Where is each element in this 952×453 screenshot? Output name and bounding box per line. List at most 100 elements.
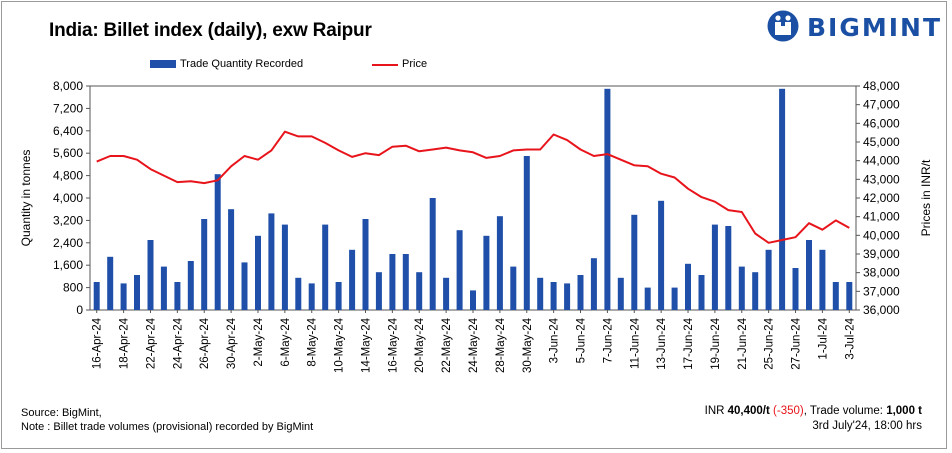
right-tick-label: 37,000 — [863, 284, 900, 298]
bar — [738, 266, 745, 310]
x-tick-label: 26-Apr-24 — [199, 317, 211, 369]
bar — [806, 240, 812, 310]
left-tick-label: 6,400 — [53, 124, 83, 138]
logo-text: BIGMINT — [807, 13, 943, 42]
bar — [577, 275, 584, 310]
x-tick-label: 22-Apr-24 — [145, 317, 157, 369]
x-tick-label: 11-Jun-24 — [629, 317, 641, 369]
x-tick-label: 8-May-24 — [307, 317, 319, 366]
x-tick-label: 28-May-24 — [495, 317, 507, 373]
chart-title: India: Billet index (daily), exw Raipur — [49, 20, 372, 41]
right-tick-label: 43,000 — [863, 172, 900, 186]
bar — [671, 287, 678, 310]
x-tick-label: 24-Apr-24 — [172, 317, 184, 369]
bar — [134, 275, 140, 310]
right-axis-label: Prices in INR/t — [919, 159, 933, 236]
x-tick-label: 14-May-24 — [360, 317, 372, 373]
left-axis-label: Quantity in tonnes — [19, 150, 33, 247]
bar — [846, 282, 853, 310]
x-tick-label: 2-May-24 — [253, 317, 265, 366]
right-tick-label: 44,000 — [863, 154, 900, 168]
bar — [228, 209, 235, 310]
right-tick-label: 45,000 — [863, 135, 900, 149]
right-tick-label: 46,000 — [863, 116, 900, 130]
bar — [147, 240, 154, 310]
right-tick-label: 48,000 — [863, 79, 900, 93]
volume-prefix: , Trade volume: — [803, 405, 883, 417]
price-line — [96, 130, 850, 244]
bar — [752, 272, 759, 310]
x-tick-label: 3-Jul-24 — [844, 317, 856, 359]
bar — [456, 230, 463, 310]
bar — [658, 200, 665, 310]
bar — [160, 266, 167, 310]
bar — [174, 282, 181, 310]
bar — [590, 258, 597, 310]
bar — [510, 266, 517, 310]
left-tick-label: 8,000 — [53, 79, 83, 93]
x-tick-label: 20-May-24 — [414, 317, 426, 373]
bar — [765, 249, 772, 310]
bar — [725, 226, 732, 310]
bar — [107, 256, 114, 310]
bar — [698, 275, 705, 310]
bar — [470, 290, 476, 310]
right-axis: 36,000 37,000 38,000 39,000 40,000 41,000 42,0… — [856, 79, 900, 317]
bar-series — [93, 88, 853, 310]
footer-notes: Source: BigMint, Note : Billet trade vol… — [21, 406, 313, 434]
legend-label-price: Price — [402, 58, 428, 70]
bigmint-logo: BIGMINT — [766, 9, 940, 43]
bar — [564, 283, 571, 310]
x-tick-label: 16-May-24 — [387, 317, 399, 373]
legend-label-quantity: Trade Quantity Recorded — [180, 58, 304, 70]
bar — [819, 249, 826, 310]
bar — [779, 88, 786, 310]
left-tick-label: 4,800 — [53, 169, 83, 183]
x-tick-label: 27-Jun-24 — [791, 317, 803, 369]
bar — [644, 287, 651, 310]
bar — [120, 283, 127, 310]
bar — [93, 282, 100, 310]
bar — [832, 282, 839, 310]
bar — [443, 277, 450, 310]
price-summary-line: INR 40,400/t (-350), Trade volume: 1,000… — [705, 404, 922, 419]
bar — [523, 156, 530, 310]
legend-bar-swatch — [150, 60, 176, 68]
x-tick-label: 30-Apr-24 — [226, 317, 238, 369]
left-axis: 0 800 1,600 2,400 3,200 4,000 4,800 5,600 6,400 7… — [53, 79, 90, 317]
bar — [255, 235, 261, 310]
left-tick-label: 3,200 — [53, 213, 83, 227]
left-tick-label: 1,600 — [53, 258, 83, 272]
left-tick-label: 4,000 — [53, 191, 83, 205]
right-tick-label: 38,000 — [863, 266, 900, 280]
bar — [550, 282, 557, 310]
bar — [537, 277, 544, 310]
x-tick-label: 22-May-24 — [441, 317, 453, 373]
bar — [362, 219, 369, 310]
bar — [792, 268, 799, 310]
bar — [375, 272, 382, 310]
x-tick-label: 24-May-24 — [468, 317, 480, 373]
price-change: (-350) — [773, 405, 804, 417]
bar — [604, 88, 611, 310]
bar — [322, 224, 329, 310]
left-tick-label: 2,400 — [53, 236, 83, 250]
price-value: 40,400/t — [727, 405, 770, 417]
chart-plot: 0 800 1,600 2,400 3,200 4,000 4,800 5,600 6,400 7… — [19, 79, 933, 373]
bar — [241, 262, 248, 310]
bar — [711, 224, 718, 310]
left-tick-label: 0 — [76, 303, 83, 317]
x-tick-label: 17-Jun-24 — [683, 317, 695, 369]
x-tick-label: 25-Jun-24 — [764, 317, 776, 369]
x-tick-label: 18-Apr-24 — [119, 317, 131, 369]
bar — [281, 224, 288, 310]
bar — [496, 216, 503, 310]
bar — [335, 282, 342, 310]
right-tick-label: 42,000 — [863, 191, 900, 205]
logo-icon — [767, 10, 799, 42]
left-tick-label: 800 — [63, 281, 83, 295]
price-series — [96, 130, 850, 244]
bar — [685, 263, 691, 310]
legend-line-swatch — [372, 64, 398, 66]
